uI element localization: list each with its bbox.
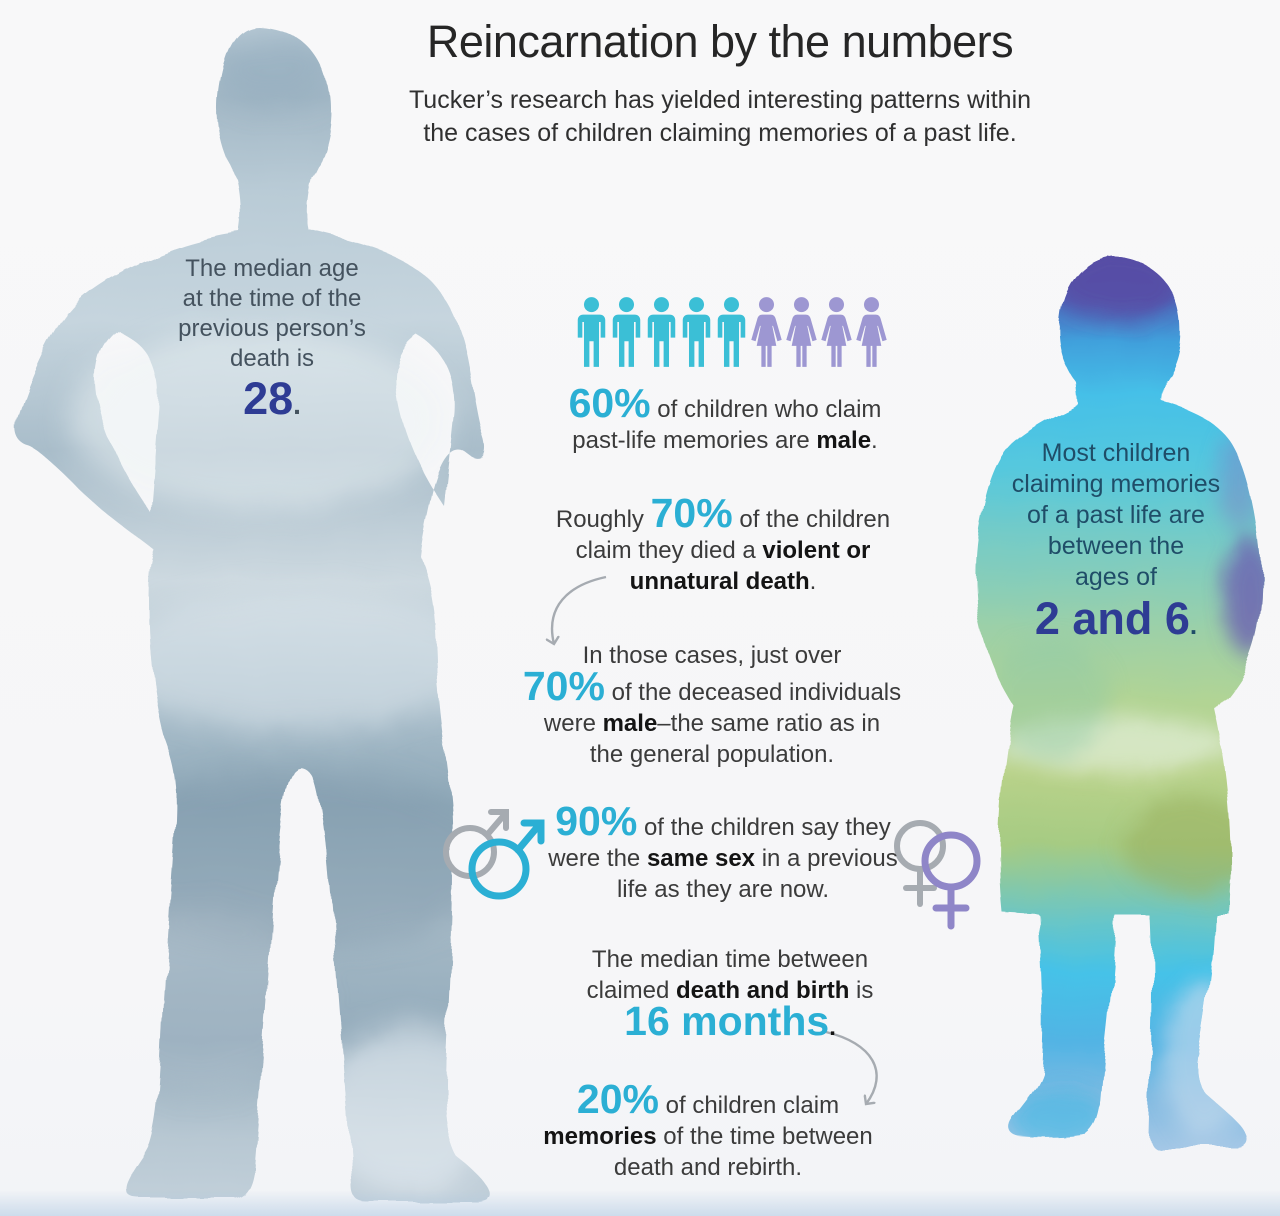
stat-deceased-male: In those cases, just over 70% of the dece… [512, 640, 912, 770]
child-callout: Most children claiming memories of a pas… [1000, 438, 1232, 645]
child-callout-line: Most children [1041, 439, 1191, 467]
person-icons-row [571, 294, 891, 370]
man-callout-value: 28. [243, 373, 301, 424]
page-subtitle: Tucker’s research has yielded interestin… [340, 84, 1100, 150]
man-callout-line: The median age [185, 255, 359, 282]
child-callout-value: 2 and 6. [1034, 593, 1198, 644]
venus-symbol [894, 820, 981, 930]
female-person-icon [820, 296, 853, 370]
female-person-icon [785, 296, 818, 370]
stat-line: 90% of the children say they [555, 798, 891, 844]
subtitle-line: Tucker’s research has yielded interestin… [408, 86, 1032, 114]
stat-line: 20% of children claim [576, 1076, 840, 1122]
stat-intermission-memories: 20% of children claim memories of the tim… [518, 1076, 898, 1183]
male-person-icon [680, 296, 713, 370]
child-callout-line: of a past life are [1027, 501, 1205, 529]
stat-line: claim they died a violent or [575, 537, 871, 564]
child-callout-line: claiming memories [1011, 470, 1221, 498]
male-person-icon [645, 296, 678, 370]
stat-male-share: 60% of children who claim past-life memor… [540, 380, 910, 456]
man-callout-line: previous person’s [178, 315, 366, 342]
stat-line: were the same sex in a previous [548, 845, 898, 872]
stat-line: memories of the time between [543, 1123, 873, 1150]
male-person-icon [715, 296, 748, 370]
stat-line: death and rebirth. [613, 1154, 803, 1181]
child-silhouette [975, 256, 1261, 1148]
stat-line: 60% of children who claim [568, 380, 882, 426]
male-person-icon [610, 296, 643, 370]
page-title: Reincarnation by the numbers [426, 16, 1014, 67]
man-callout-line: death is [229, 345, 315, 372]
stat-line: life as they are now. [616, 876, 830, 903]
stat-line: 70% of the deceased individuals [522, 663, 902, 709]
stat-line: were male–the same ratio as in [543, 710, 881, 737]
female-person-icon [750, 296, 783, 370]
mars-symbol [443, 809, 545, 900]
child-callout-line: ages of [1074, 563, 1157, 591]
stat-line: 16 months. [624, 998, 836, 1044]
stat-line: claimed death and birth is [586, 977, 874, 1004]
stat-violent-death: Roughly 70% of the children claim they di… [530, 490, 916, 597]
man-callout-line: at the time of the [182, 285, 362, 312]
curved-arrow-down-right [825, 1030, 878, 1104]
stat-line: unnatural death. [629, 568, 817, 595]
child-callout-line: between the [1047, 532, 1185, 560]
subtitle-line: the cases of children claiming memories … [423, 119, 1017, 147]
male-person-icon [575, 296, 608, 370]
dotted-connector-line [343, 136, 1082, 273]
header: Reincarnation by the numbers Tucker’s re… [340, 16, 1100, 150]
bottom-gradient [0, 1190, 1280, 1216]
stat-line: the general population. [589, 741, 835, 768]
stat-same-sex: 90% of the children say they were the sam… [528, 798, 918, 905]
curved-arrow-down-left [552, 575, 607, 644]
stat-line: Roughly 70% of the children [555, 490, 891, 536]
stat-median-time: The median time between claimed death and… [540, 944, 920, 1043]
female-person-icon [855, 296, 888, 370]
stat-line: past-life memories are male. [572, 427, 878, 454]
stat-line: The median time between [591, 946, 869, 973]
stat-line: In those cases, just over [582, 642, 842, 669]
man-silhouette [15, 26, 491, 1202]
man-callout: The median age at the time of the previo… [147, 254, 397, 424]
